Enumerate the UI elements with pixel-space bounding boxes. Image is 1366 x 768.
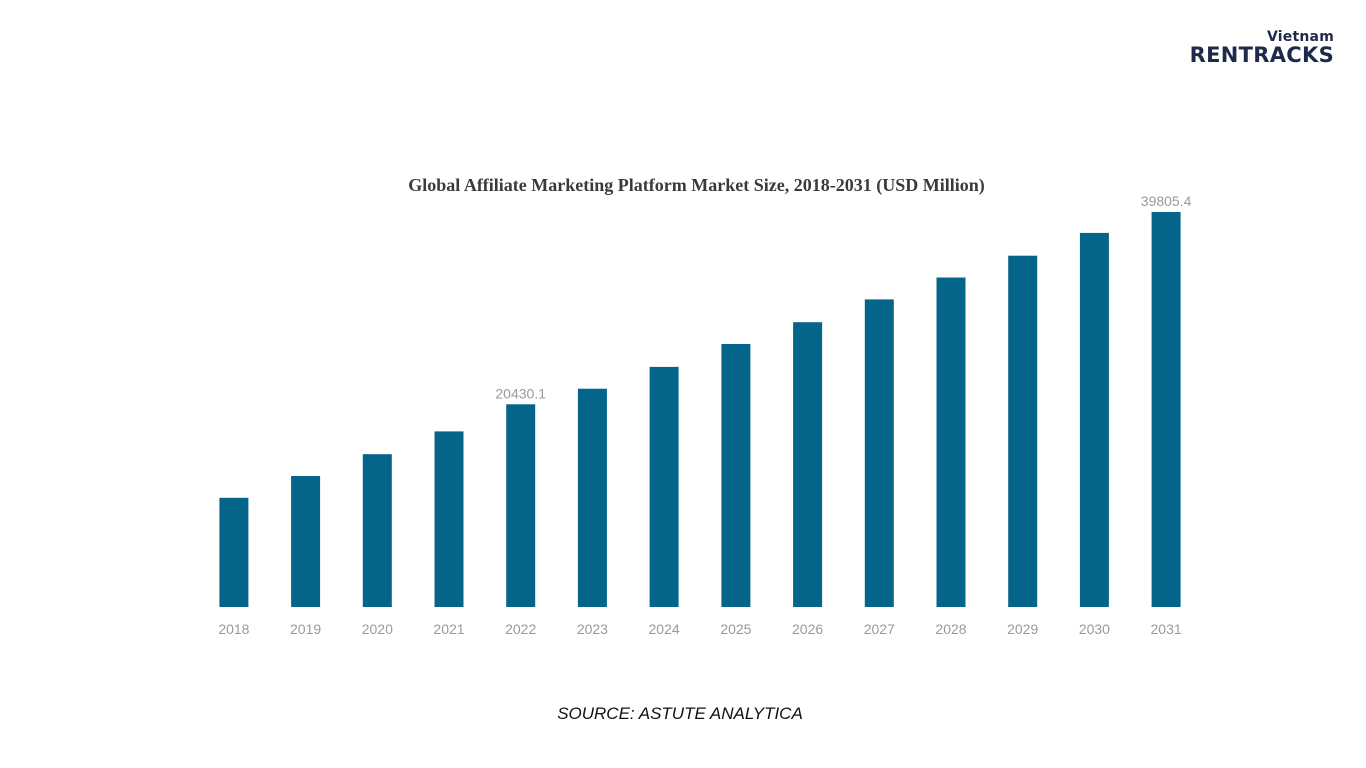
x-tick-label-2023: 2023 (577, 621, 608, 637)
bar-2026 (793, 322, 823, 607)
bar-2027 (864, 299, 894, 607)
bar-2030 (1079, 232, 1109, 607)
bar-2018 (219, 497, 249, 607)
brand-logo-line1: Vietnam (1267, 29, 1334, 45)
x-tick-label-2025: 2025 (720, 621, 751, 637)
x-tick-label-2021: 2021 (433, 621, 464, 637)
x-tick-label-2027: 2027 (864, 621, 895, 637)
x-tick-label-2026: 2026 (792, 621, 823, 637)
bar-2025 (721, 344, 751, 607)
data-label-2022: 20430.1 (495, 385, 546, 401)
bar-2020 (362, 454, 392, 607)
brand-logo: Vietnam RENTRACKS (1190, 30, 1334, 66)
x-tick-label-2024: 2024 (649, 621, 680, 637)
brand-logo-line2: RENTRACKS (1189, 43, 1334, 67)
x-tick-label-2030: 2030 (1079, 621, 1110, 637)
bar-2024 (649, 366, 679, 607)
chart-title: Global Affiliate Marketing Platform Mark… (408, 175, 985, 195)
x-tick-label-2019: 2019 (290, 621, 321, 637)
bar-2019 (291, 476, 321, 607)
bar-2022 (506, 404, 536, 607)
x-tick-label-2029: 2029 (1007, 621, 1038, 637)
x-tick-label-2028: 2028 (935, 621, 966, 637)
x-tick-label-2018: 2018 (218, 621, 249, 637)
bar-2028 (936, 277, 966, 607)
source-note: SOURCE: ASTUTE ANALYTICA (557, 704, 803, 723)
bar-2021 (434, 431, 464, 607)
x-tick-label-2031: 2031 (1151, 621, 1182, 637)
data-label-2031: 39805.4 (1141, 193, 1192, 209)
bar-2023 (577, 388, 607, 607)
bar-2031 (1151, 212, 1181, 607)
x-tick-label-2020: 2020 (362, 621, 393, 637)
bar-2029 (1008, 255, 1038, 607)
x-tick-label-2022: 2022 (505, 621, 536, 637)
